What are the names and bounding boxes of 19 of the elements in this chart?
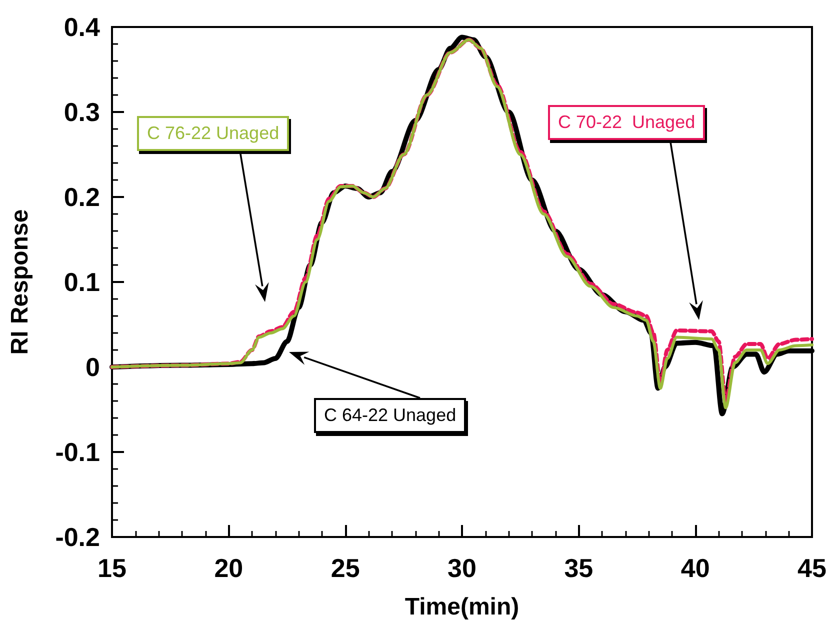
y-tick-label: 0.4 — [64, 12, 101, 42]
x-axis-title: Time(min) — [404, 594, 520, 620]
x-tick-label: 20 — [214, 553, 244, 583]
y-tick-label: 0 — [86, 352, 100, 382]
x-tick-label: 15 — [98, 553, 126, 583]
y-axis-title: RI Response — [6, 209, 34, 355]
text: C 70-22 Unaged — [548, 105, 706, 140]
y-tick-label: 0.2 — [64, 182, 100, 212]
x-tick-label: 25 — [330, 553, 360, 583]
text: C 76-22 Unaged — [137, 116, 290, 151]
text: C 64-22 Unaged — [314, 398, 466, 433]
x-tick-label: 30 — [448, 553, 476, 583]
x-tick-label: 45 — [798, 553, 826, 583]
x-tick-label: 35 — [564, 553, 594, 583]
y-tick-label: -0.2 — [55, 522, 100, 552]
x-tick-label: 40 — [680, 553, 710, 583]
y-tick-label: 0.1 — [64, 267, 100, 297]
y-tick-label: -0.1 — [55, 437, 100, 467]
y-tick-label: 0.3 — [64, 97, 100, 127]
